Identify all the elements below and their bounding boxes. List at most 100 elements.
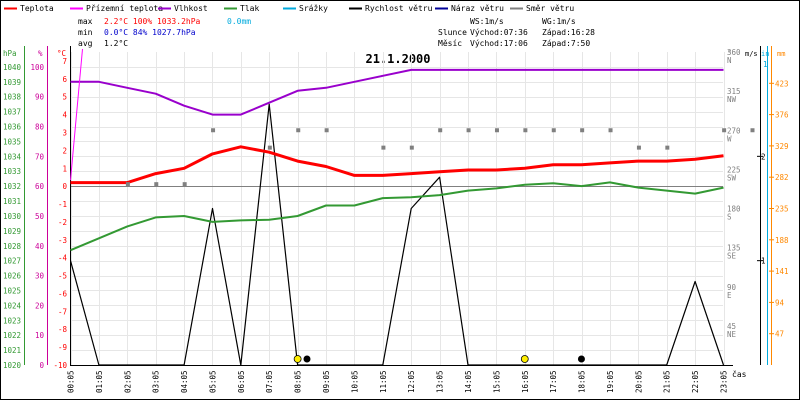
stats-block: max 2.2°C 100% 1033.2hPa 0.0mm min 0.0°C… — [78, 17, 251, 48]
x-tick-label: 03:05 — [152, 370, 161, 393]
x-tick-label: 09:05 — [322, 370, 331, 393]
wind-direction-marker — [324, 128, 329, 133]
x-tick-label: 16:05 — [521, 370, 530, 393]
wind-direction-tick-label: N — [727, 56, 732, 65]
temperature-tick-label: -3 — [58, 236, 67, 245]
temperature-tick-label: -5 — [58, 272, 67, 281]
humidity-tick-label: 90 — [35, 93, 45, 102]
info-wg: WG:1m/s — [542, 17, 576, 26]
x-tick-label: 11:05 — [379, 370, 388, 393]
wind-direction-unit: ° — [727, 49, 732, 58]
stats-max-label: max — [78, 17, 93, 26]
temperature-tick-label: -8 — [58, 325, 68, 334]
legend-label-humidity: Vlhkost — [174, 4, 208, 13]
wind-direction-tick-value: 180 — [727, 205, 741, 214]
pressure-tick-label: 1026 — [3, 272, 22, 281]
wind-direction-tick-label: NE — [727, 330, 737, 339]
precip-mm-tick-label: 235 — [775, 205, 789, 214]
wind-direction-tick-label: SW — [727, 173, 737, 182]
precip-mm-tick-label: 329 — [775, 142, 789, 151]
wind-direction-tick-value: 90 — [727, 283, 737, 292]
pressure-tick-label: 1025 — [3, 286, 21, 295]
humidity-tick-label: 40 — [35, 242, 45, 251]
temperature-tick-label: 0 — [62, 182, 67, 191]
precip-in-tick-label: 1 — [763, 60, 768, 69]
wind-direction-marker — [409, 145, 414, 150]
wind-direction-marker — [523, 128, 528, 133]
pressure-tick-label: 1032 — [3, 182, 21, 191]
pressure-tick-label: 1033 — [3, 167, 21, 176]
temperature-tick-label: -10 — [53, 361, 67, 370]
wind-direction-tick-label: E — [727, 291, 732, 300]
sun-icon — [520, 355, 529, 363]
series — [69, 48, 755, 366]
temperature-tick-label: 2 — [62, 146, 67, 155]
info-sunset: Západ:16:28 — [542, 28, 595, 37]
temperature-tick-label: -6 — [58, 289, 68, 298]
series-temperature-line — [70, 145, 724, 185]
pressure-tick-label: 1037 — [3, 108, 21, 117]
wind-direction-tick-label: S — [727, 213, 732, 222]
wind-direction-tick-label: NW — [727, 95, 737, 104]
x-tick-label: 15:05 — [492, 370, 501, 393]
precip-mm-tick-label: 188 — [775, 236, 789, 245]
wind-direction-tick-value: 270 — [727, 126, 741, 135]
x-tick-label: 12:05 — [407, 370, 416, 393]
legend-label-feels_like: Přízemní teplota — [86, 4, 163, 13]
pressure-tick-label: 1035 — [3, 137, 21, 146]
wind-direction-marker — [466, 128, 471, 133]
x-axis-label: čas — [732, 369, 747, 379]
humidity-tick-label: 80 — [35, 123, 45, 132]
wind-speed-tick-label: 2 — [761, 152, 766, 161]
x-tick-label: 18:05 — [578, 370, 587, 393]
legend-label-wind_gust: Náraz větru — [451, 4, 504, 13]
series-feels-like-line — [70, 48, 83, 181]
wind-direction-marker — [296, 128, 301, 133]
humidity-tick-label: 30 — [35, 272, 45, 281]
x-tick-label: 08:05 — [294, 370, 303, 393]
pressure-tick-label: 1038 — [3, 93, 22, 102]
wind-direction-marker — [750, 128, 755, 133]
chart-title: 21.1.2000 — [365, 52, 430, 66]
sun-icon — [293, 355, 302, 363]
pressure-tick-label: 1040 — [3, 63, 22, 72]
pressure-tick-label: 1030 — [3, 212, 22, 221]
wind-direction-marker — [211, 128, 216, 133]
humidity-tick-label: 10 — [35, 331, 45, 340]
precip-mm-tick-label: 94 — [775, 298, 785, 307]
wind-direction-marker — [125, 182, 130, 187]
wind-direction-marker — [636, 145, 641, 150]
x-tick-label: 14:05 — [464, 370, 473, 393]
temperature-tick-label: -9 — [58, 343, 67, 352]
pressure-tick-label: 1024 — [3, 301, 22, 310]
wind-direction-marker — [608, 128, 613, 133]
precip-mm-tick-label: 423 — [775, 79, 789, 88]
info-moonrise: Východ:17:06 — [470, 39, 528, 48]
x-tick-label: 23:05 — [720, 370, 729, 393]
humidity-tick-label: 60 — [35, 182, 45, 191]
grid — [70, 46, 733, 366]
precip-mm-tick-label: 141 — [775, 267, 789, 276]
x-tick-label: 21:05 — [663, 370, 672, 393]
x-tick-label: 06:05 — [237, 370, 246, 393]
wind-direction-tick-label: SE — [727, 252, 737, 261]
info-moon-label: Měsíc — [438, 39, 462, 48]
wind-direction-marker — [381, 145, 386, 150]
icons — [293, 355, 585, 363]
wind-speed-tick-label: 1 — [761, 257, 766, 266]
wind-direction-tick-label: W — [727, 134, 732, 143]
series-humidity-line — [70, 68, 724, 116]
x-tick-label: 04:05 — [180, 370, 189, 393]
pressure-tick-label: 1028 — [3, 242, 22, 251]
axes: 1020102110221023102410251026102710281029… — [3, 46, 789, 393]
info-sun-label: Slunce — [438, 28, 467, 37]
wind-direction-marker — [438, 128, 443, 133]
info-ws: WS:1m/s — [470, 17, 504, 26]
precip-mm-tick-label: 47 — [775, 330, 784, 339]
x-tick-label: 10:05 — [350, 370, 359, 393]
moon-icon — [303, 355, 311, 363]
pressure-unit: hPa — [3, 49, 17, 58]
precip-mm-tick-label: 282 — [775, 173, 789, 182]
humidity-tick-label: 50 — [35, 212, 45, 221]
